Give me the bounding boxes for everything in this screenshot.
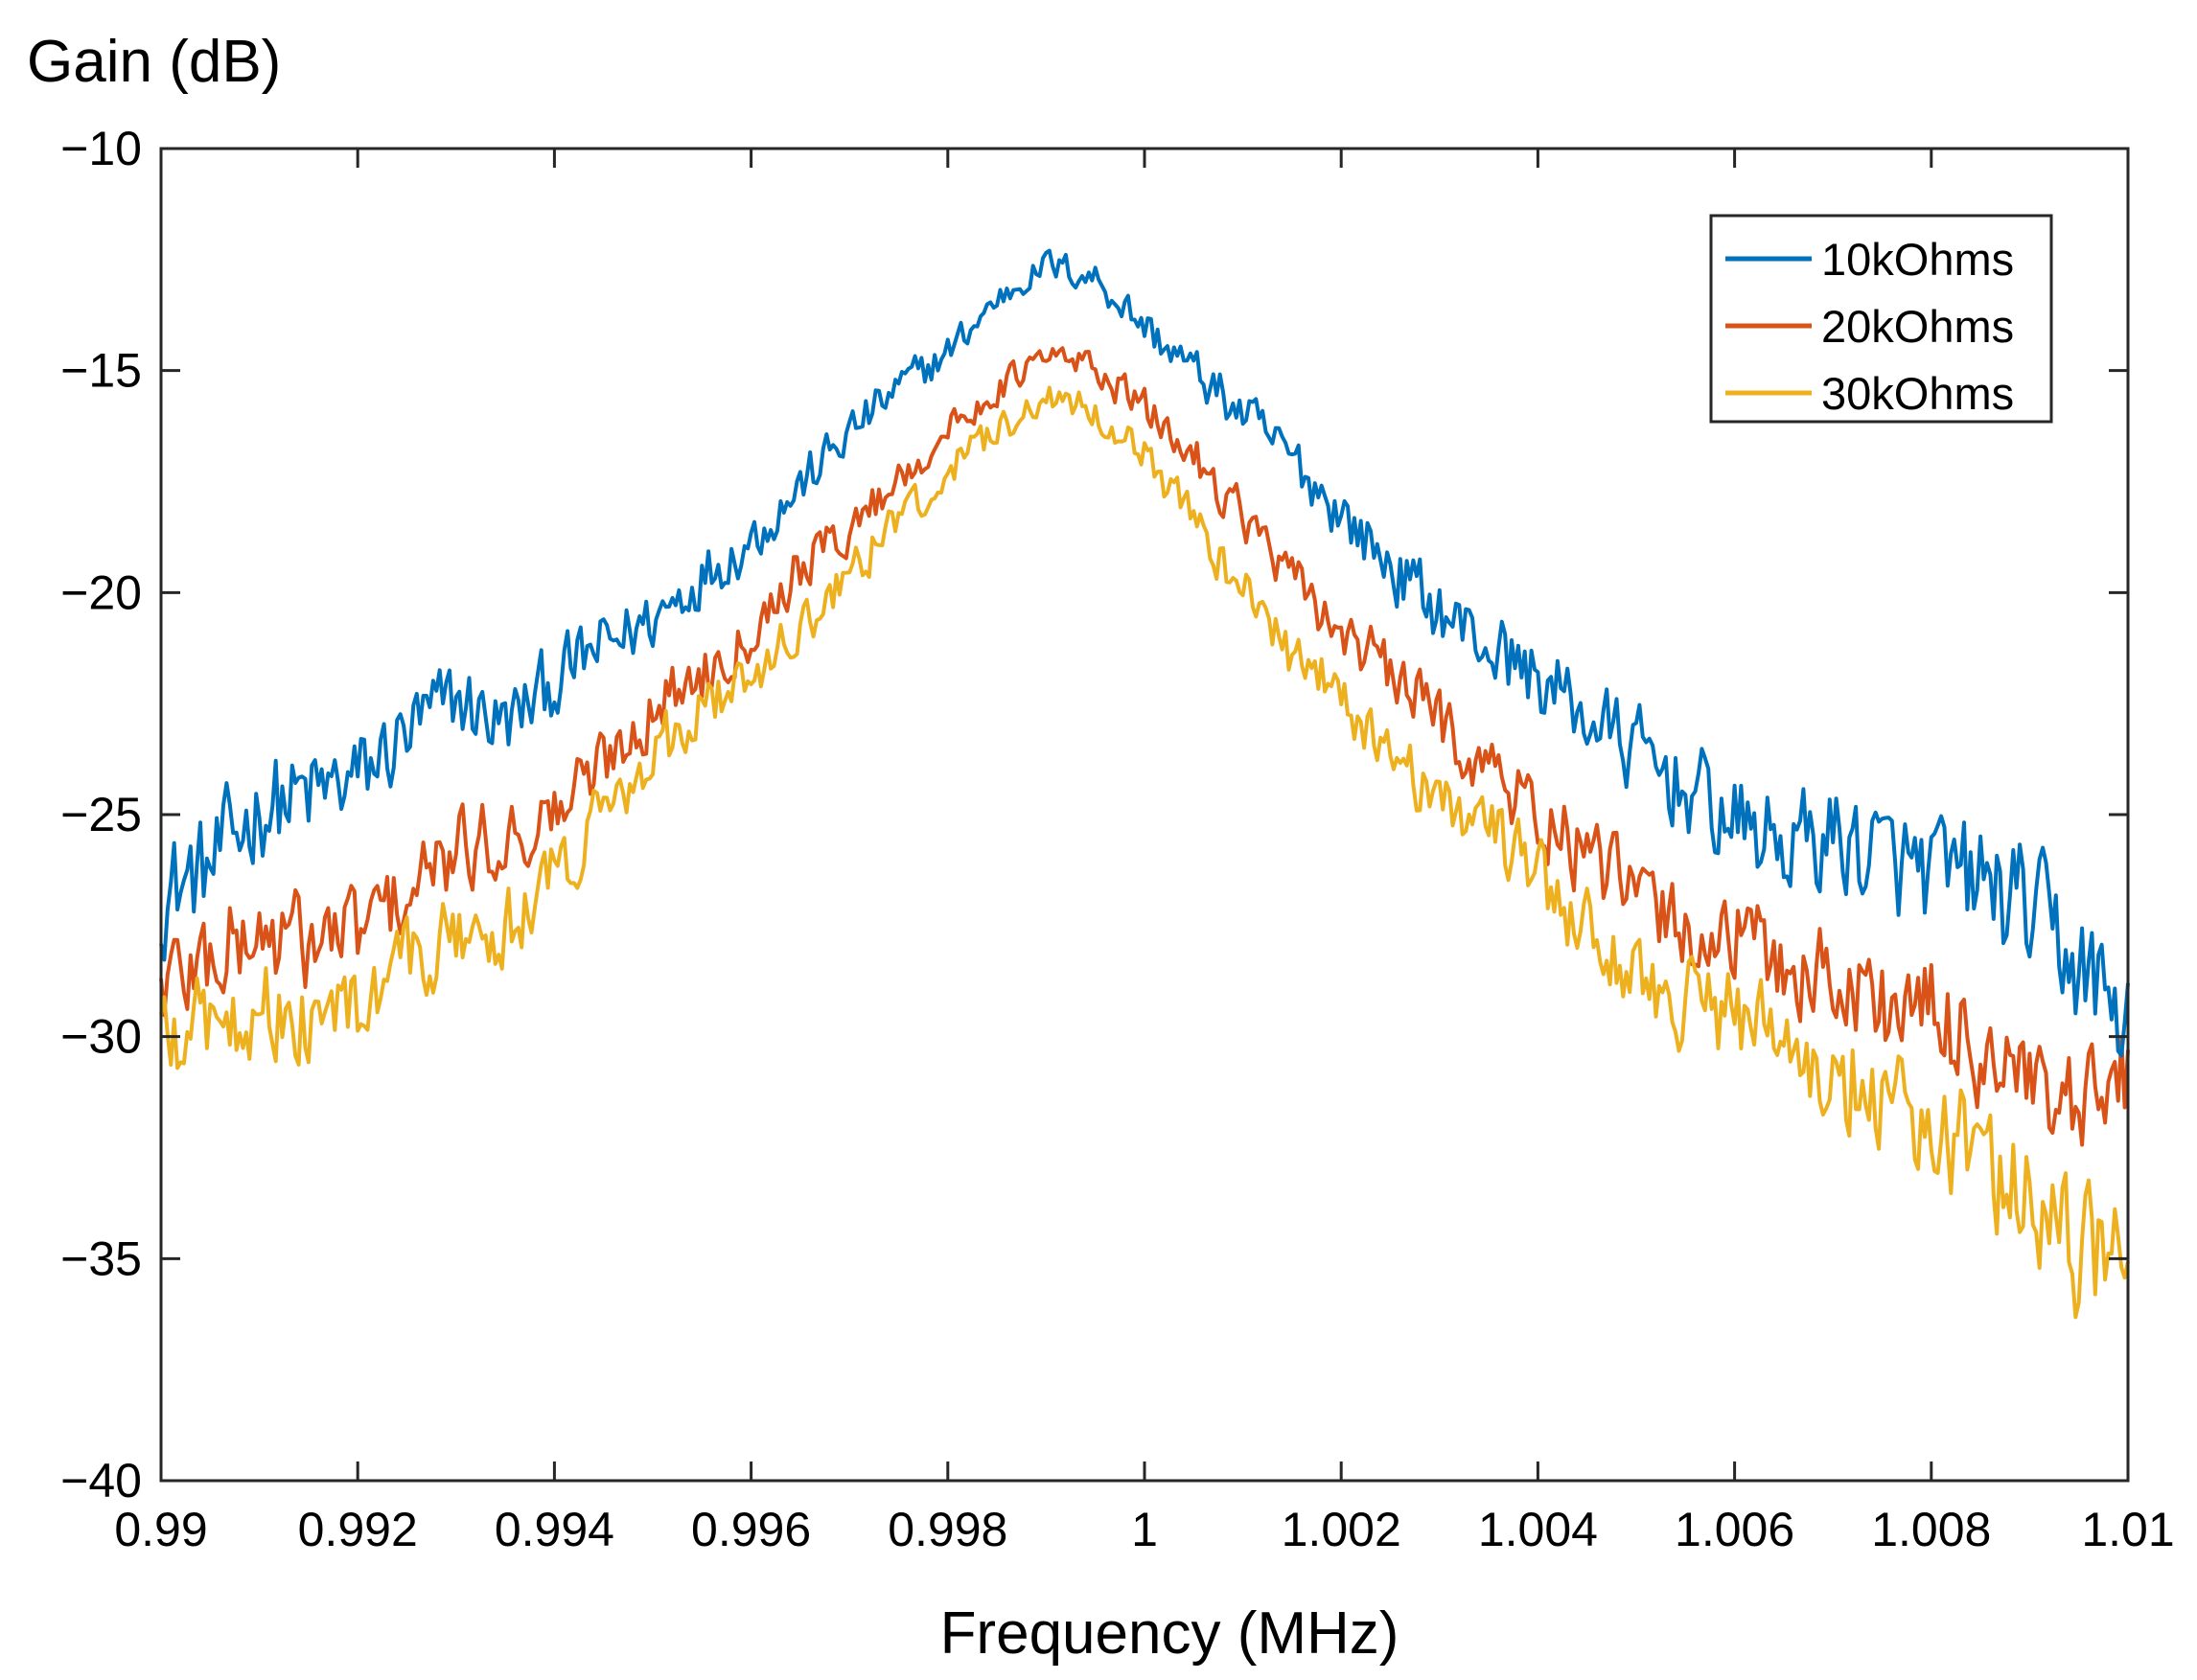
series-line-30kohms xyxy=(159,385,2130,1320)
x-tick-label: 1.002 xyxy=(1282,1503,1401,1556)
series-line-20kohms xyxy=(159,346,2130,1147)
y-tick-label: −15 xyxy=(60,344,142,398)
x-tick-label: 0.992 xyxy=(298,1503,418,1556)
legend-label-20kohms: 20kOhms xyxy=(1821,301,2014,352)
y-tick-label: −20 xyxy=(60,565,142,619)
y-tick-label: −10 xyxy=(60,122,142,175)
x-tick-label: 0.994 xyxy=(495,1503,614,1556)
x-tick-label: 0.99 xyxy=(114,1503,207,1556)
x-tick-label: 1.004 xyxy=(1478,1503,1598,1556)
legend-box xyxy=(1709,214,2053,424)
x-tick-label: 1 xyxy=(1131,1503,1158,1556)
y-tick-label: −30 xyxy=(60,1010,142,1064)
y-tick-label: −25 xyxy=(60,788,142,841)
y-tick-label: −35 xyxy=(60,1231,142,1285)
x-tick-label: 1.008 xyxy=(1871,1503,1991,1556)
y-tick-label: −40 xyxy=(60,1454,142,1507)
series-layer xyxy=(159,248,2130,1320)
x-tick-label: 0.996 xyxy=(691,1503,811,1556)
plot-frame xyxy=(159,147,2130,1483)
axis-ticks: 0.99 0.992 0.994 0.996 0.998 1 1.002 1.004 1.006… xyxy=(60,122,2174,1556)
series-line-10kohms xyxy=(159,248,2130,1058)
legend-label-30kohms: 30kOhms xyxy=(1821,368,2014,419)
y-axis-title: Gain (dB) xyxy=(27,29,281,95)
x-tick-label: 0.998 xyxy=(888,1503,1007,1556)
legend-label-10kohms: 10kOhms xyxy=(1821,234,2014,285)
x-tick-label: 1.01 xyxy=(2081,1503,2174,1556)
x-tick-label: 1.006 xyxy=(1675,1503,1794,1556)
legend: 10kOhms 20kOhms 30kOhms xyxy=(1709,214,2053,424)
x-axis-title: Frequency (MHz) xyxy=(940,1600,1399,1667)
